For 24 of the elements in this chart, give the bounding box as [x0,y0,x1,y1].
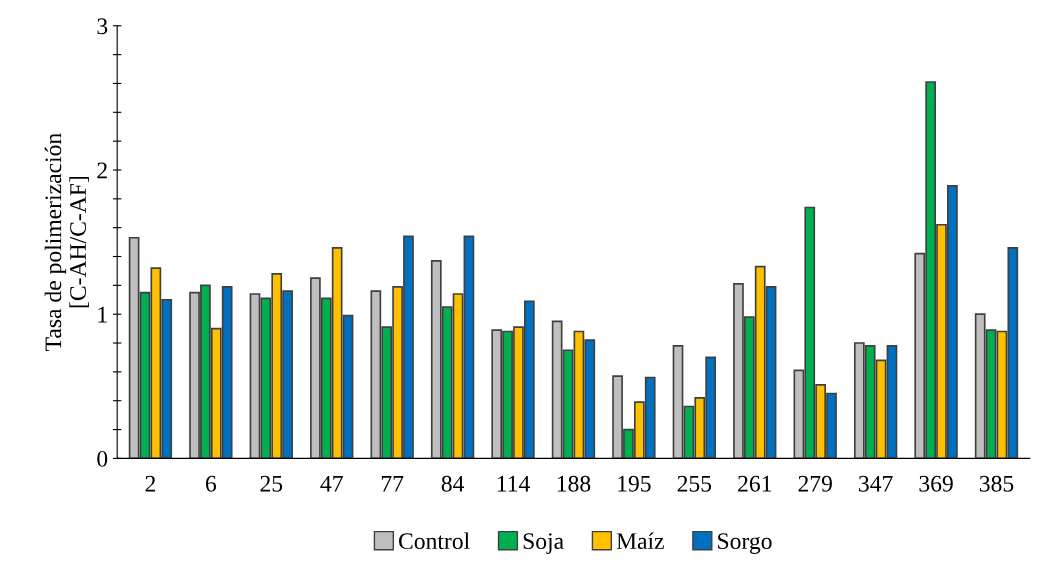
y-tick-label: 3 [97,18,108,35]
x-tick-label: 279 [798,475,832,492]
legend-label: Sorgo [718,533,772,554]
x-tick-label: 6 [205,475,217,492]
x-tick-label: 2 [145,475,156,492]
x-tick-label: 385 [979,475,1014,492]
x-tick-label: 25 [260,475,283,492]
x-tick-label: 369 [919,475,953,492]
x-tick-label: 114 [497,475,530,492]
y-tick-label: 0 [97,450,108,467]
x-tick-label: 347 [859,475,893,492]
x-tick-label: 255 [677,475,712,492]
x-tick-label: 261 [738,475,772,492]
y-tick-label: 2 [97,162,107,179]
x-tick-label: 47 [320,475,343,492]
x-tick-label: 195 [618,475,651,492]
x-tick-label: 77 [381,475,404,492]
x-tick-label: 188 [557,475,591,492]
legend-label: Control [399,532,470,550]
y-axis-title: Tasa de polimerización [C-AH/C-AF] [44,133,89,351]
legend-label: Maíz [616,532,664,550]
y-tick-label: 1 [98,306,107,323]
legend-label: Soja [523,533,564,554]
x-tick-label: 84 [441,475,465,492]
